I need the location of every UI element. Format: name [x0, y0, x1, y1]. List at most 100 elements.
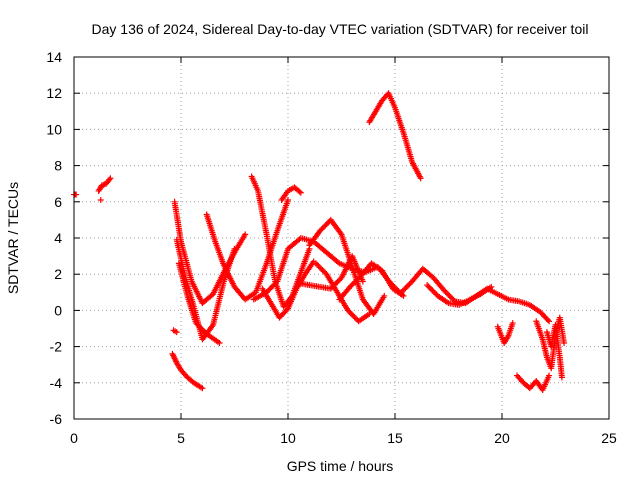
- data-point: [316, 264, 323, 271]
- data-point: [337, 276, 344, 283]
- series-arc-20: [424, 282, 495, 308]
- y-tick-label: 8: [54, 158, 62, 174]
- data-point: [441, 287, 448, 294]
- data-point: [353, 277, 360, 284]
- data-point: [403, 283, 410, 290]
- data-point: [272, 279, 279, 286]
- data-point: [201, 328, 208, 335]
- y-axis-label: SDTVAR / TECUs: [5, 182, 21, 294]
- data-point: [351, 314, 358, 321]
- data-point: [198, 325, 205, 332]
- data-point: [398, 289, 405, 296]
- data-point: [558, 374, 565, 381]
- data-point: [348, 282, 355, 289]
- data-point: [366, 311, 373, 318]
- data-point: [359, 278, 366, 285]
- y-tick-label: 10: [46, 121, 62, 137]
- data-point: [194, 321, 201, 328]
- x-axis-label: GPS time / hours: [287, 458, 394, 474]
- x-tick-label: 0: [70, 430, 78, 446]
- data-point: [401, 286, 408, 293]
- data-point: [335, 277, 342, 284]
- data-point: [428, 286, 435, 293]
- data-point: [381, 292, 388, 299]
- data-point: [446, 292, 453, 299]
- data-series: [71, 90, 568, 394]
- data-point: [429, 287, 436, 294]
- series-arc-02: [95, 175, 114, 194]
- series-arc-10: [248, 173, 313, 310]
- y-tick-label: -2: [50, 339, 63, 355]
- series-arc-03: [97, 196, 104, 203]
- series-arc-22: [513, 372, 553, 394]
- data-point: [263, 289, 270, 296]
- data-point: [546, 318, 553, 325]
- series-arc-05: [170, 327, 180, 336]
- data-point: [488, 283, 495, 290]
- y-tick-label: -6: [50, 411, 63, 427]
- series-arc-17: [336, 260, 407, 303]
- data-point: [347, 310, 354, 317]
- data-point: [264, 287, 271, 294]
- data-point: [283, 306, 290, 313]
- data-point: [321, 223, 328, 230]
- data-point: [231, 245, 238, 252]
- data-point: [318, 226, 325, 233]
- y-tick-label: 12: [46, 85, 62, 101]
- plot-frame: [73, 56, 610, 420]
- data-point: [344, 307, 351, 314]
- data-point: [322, 269, 329, 276]
- data-point: [320, 268, 327, 275]
- y-tick-label: 14: [46, 49, 62, 65]
- data-point: [285, 196, 291, 203]
- data-point: [199, 326, 206, 333]
- series-arc-01: [71, 191, 80, 198]
- data-point: [417, 175, 424, 182]
- data-point: [173, 329, 180, 336]
- data-point: [406, 281, 413, 288]
- data-point: [399, 287, 406, 294]
- series-arc-21: [494, 320, 516, 346]
- data-point: [430, 288, 437, 295]
- x-tick-label: 15: [387, 430, 403, 446]
- data-point: [195, 322, 202, 329]
- data-point: [347, 283, 354, 290]
- data-point: [352, 315, 359, 322]
- data-point: [449, 295, 456, 302]
- data-point: [402, 285, 409, 292]
- data-point: [297, 189, 304, 196]
- data-point: [509, 320, 516, 327]
- data-point: [106, 176, 113, 183]
- data-point: [267, 285, 274, 292]
- y-tick-label: 0: [54, 302, 62, 318]
- data-point: [352, 278, 359, 285]
- y-tick-label: 2: [54, 266, 62, 282]
- data-point: [349, 281, 356, 288]
- data-point: [445, 291, 452, 298]
- series-arc-15: [306, 216, 388, 318]
- data-point: [426, 284, 433, 291]
- data-point: [107, 175, 114, 182]
- data-point: [544, 316, 551, 323]
- data-point: [192, 320, 199, 327]
- data-point: [351, 279, 358, 286]
- x-tick-label: 25: [601, 430, 617, 446]
- data-point: [268, 283, 275, 290]
- series-arc-13: [278, 184, 304, 203]
- data-point: [97, 196, 104, 203]
- y-tick-label: 4: [54, 230, 62, 246]
- data-point: [315, 263, 322, 270]
- data-point: [199, 385, 206, 392]
- data-point: [312, 260, 319, 267]
- data-point: [196, 324, 203, 331]
- series-arc-24: [543, 321, 565, 381]
- data-point: [442, 288, 449, 295]
- data-point: [561, 339, 568, 346]
- series-arc-09: [203, 196, 291, 303]
- data-point: [318, 265, 325, 272]
- data-point: [443, 290, 450, 297]
- series-arc-11: [259, 258, 317, 321]
- data-point: [266, 286, 273, 293]
- data-point: [348, 311, 355, 318]
- series-arc-04: [169, 350, 206, 392]
